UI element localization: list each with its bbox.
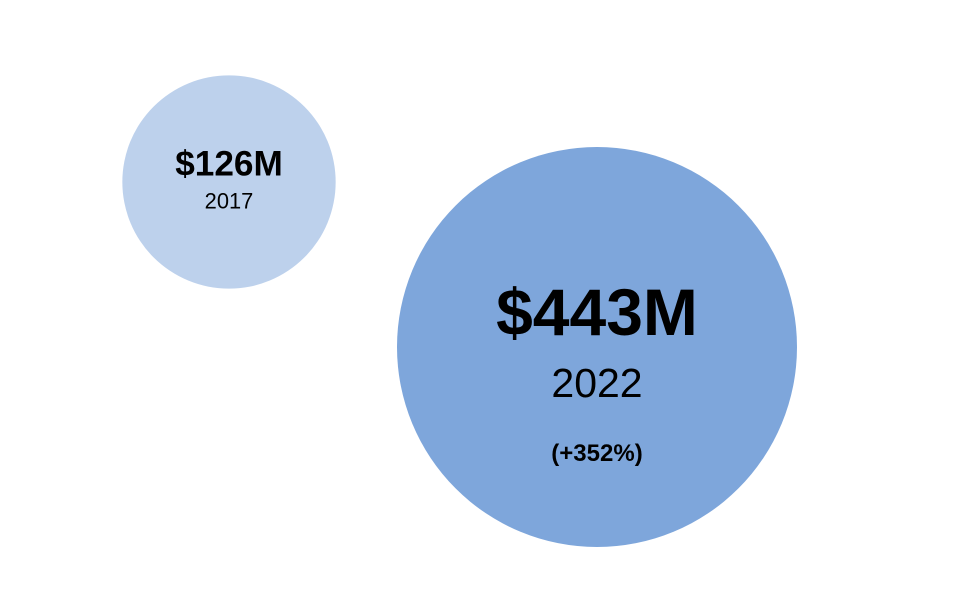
bubble-2017-year-label: 2017 bbox=[205, 189, 254, 214]
bubble-2022-value-label: $443M bbox=[496, 275, 698, 349]
bubble-2022-year-label: 2022 bbox=[551, 360, 642, 406]
bubble-2022-change-label: (+352%) bbox=[551, 440, 642, 467]
bubble-2022: $443M 2022 (+352%) bbox=[397, 147, 797, 547]
bubble-2017-circle bbox=[122, 75, 336, 289]
bubble-2017: $126M 2017 bbox=[122, 75, 336, 289]
bubble-2017-value-label: $126M bbox=[175, 145, 283, 184]
bubble-2022-circle bbox=[397, 147, 797, 547]
